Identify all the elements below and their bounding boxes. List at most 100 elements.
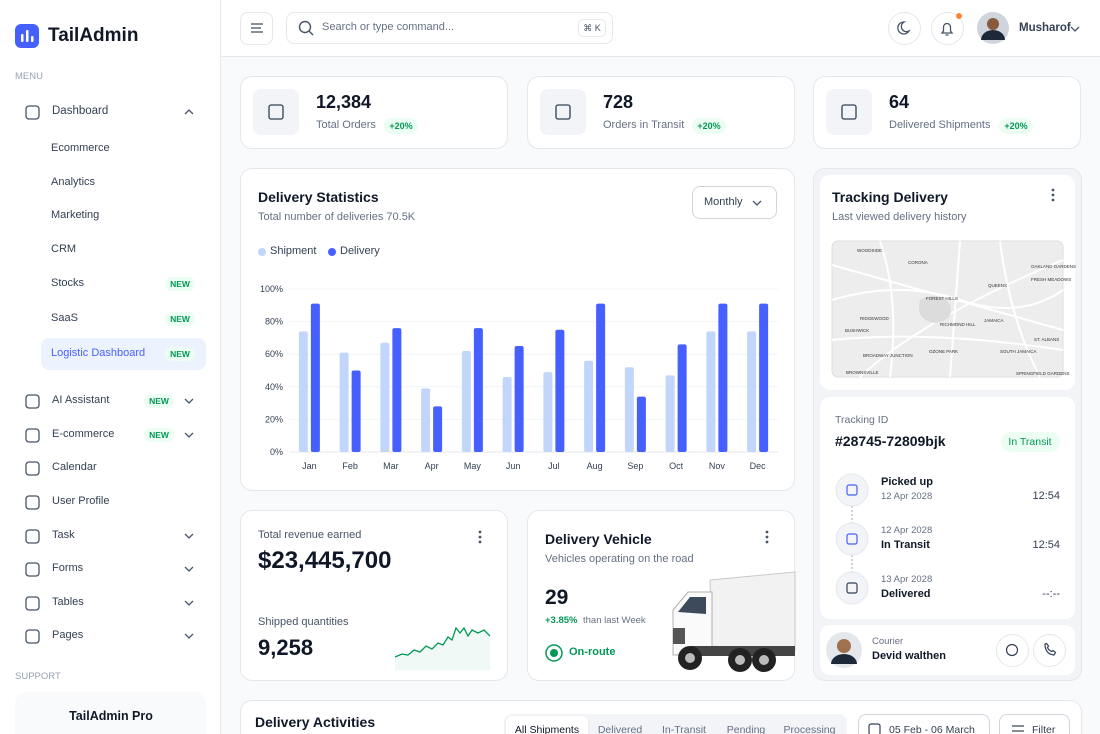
change-badge bbox=[999, 118, 1033, 134]
courier-name: Devid walthen bbox=[872, 650, 946, 663]
promo-title: TailAdmin Pro bbox=[69, 708, 153, 723]
badge-text: NEW bbox=[149, 429, 169, 440]
search-placeholder: Search or type command... bbox=[322, 21, 455, 34]
notification-button[interactable] bbox=[931, 12, 964, 45]
user-name[interactable]: Musharof bbox=[1019, 22, 1071, 35]
vehicle-status: On-route bbox=[569, 646, 616, 659]
stat-label: Orders in Transit bbox=[603, 119, 685, 132]
badge-text: NEW bbox=[170, 313, 190, 324]
sub-nav-item[interactable]: Ecommerce bbox=[51, 142, 110, 155]
stat-change: +20% bbox=[697, 120, 721, 131]
card-title: Delivery Statistics bbox=[258, 188, 379, 205]
search-box[interactable] bbox=[286, 12, 613, 44]
new-badge bbox=[144, 394, 174, 408]
active-tab[interactable] bbox=[506, 716, 588, 734]
new-badge bbox=[165, 277, 195, 291]
vehicle-count: 29 bbox=[545, 586, 569, 610]
stat-change: +20% bbox=[1004, 120, 1028, 131]
stat-label: Total Orders bbox=[316, 119, 376, 132]
stat-label: Delivered Shipments bbox=[889, 119, 991, 132]
change-badge bbox=[692, 118, 726, 134]
promo-box bbox=[15, 692, 206, 734]
revenue-label: Total revenue earned bbox=[258, 529, 362, 542]
brand: TailAdmin bbox=[48, 24, 139, 46]
stat-value: 12,384 bbox=[316, 92, 372, 113]
step-time: 12:54 bbox=[1032, 490, 1060, 503]
date-range-button[interactable] bbox=[858, 714, 990, 734]
tab[interactable]: Delivered bbox=[597, 723, 643, 734]
tracking-status: In Transit bbox=[1008, 435, 1052, 448]
step-date: 12 Apr 2028 bbox=[881, 491, 933, 503]
tab[interactable]: All Shipments bbox=[514, 723, 580, 734]
nav-item[interactable]: Calendar bbox=[52, 461, 97, 474]
step-name: Delivered bbox=[881, 588, 931, 601]
card-title: Delivery Activities bbox=[255, 713, 376, 730]
call-button[interactable] bbox=[1033, 634, 1066, 667]
stat-change: +20% bbox=[389, 120, 413, 131]
filter-label: Filter bbox=[1032, 723, 1056, 734]
step-time: 12:54 bbox=[1032, 539, 1060, 552]
quantity-value: 9,258 bbox=[258, 634, 314, 660]
vehicle-change: +3.85% bbox=[545, 615, 578, 627]
nav-item[interactable]: Forms bbox=[52, 562, 84, 575]
status-badge bbox=[1001, 432, 1060, 452]
menu-toggle[interactable] bbox=[240, 12, 273, 45]
menu-label: MENU bbox=[15, 71, 43, 83]
period-select[interactable] bbox=[692, 186, 777, 219]
card-title: Delivery Vehicle bbox=[545, 530, 652, 547]
tab[interactable]: Processing bbox=[783, 723, 836, 734]
stat-value: 64 bbox=[889, 92, 910, 113]
change-badge bbox=[384, 118, 418, 134]
tracking-id-label: Tracking ID bbox=[835, 413, 889, 426]
map-card bbox=[820, 175, 1075, 390]
nav-item[interactable]: Tables bbox=[52, 596, 84, 609]
new-badge bbox=[165, 347, 195, 361]
courier-label: Courier bbox=[872, 636, 904, 648]
sub-nav-item[interactable]: Stocks bbox=[51, 277, 85, 290]
message-button[interactable] bbox=[996, 634, 1029, 667]
new-badge bbox=[165, 312, 195, 326]
nav-item: Dashboard bbox=[52, 105, 109, 118]
logo-mark bbox=[15, 24, 39, 48]
filter-button[interactable] bbox=[999, 714, 1070, 734]
nav-dashboard[interactable] bbox=[20, 100, 206, 124]
step-date: 12 Apr 2028 bbox=[881, 525, 933, 537]
stat-icon-box bbox=[826, 89, 872, 135]
quantity-label: Shipped quantities bbox=[258, 616, 349, 629]
new-badge bbox=[144, 428, 174, 442]
sub-nav-item[interactable]: SaaS bbox=[51, 312, 78, 325]
card-subtitle: Total number of deliveries 70.5K bbox=[258, 211, 416, 224]
tab[interactable]: Pending bbox=[726, 723, 766, 734]
courier-card bbox=[820, 625, 1075, 675]
legend-label: Shipment bbox=[270, 245, 317, 258]
sub-nav-item[interactable]: Analytics bbox=[51, 176, 96, 189]
tab[interactable]: In-Transit bbox=[662, 723, 706, 734]
badge-text: NEW bbox=[170, 278, 190, 289]
legend-label: Delivery bbox=[340, 245, 380, 258]
step-name: In Transit bbox=[881, 539, 930, 552]
sub-nav-item[interactable]: Marketing bbox=[51, 209, 100, 222]
theme-toggle[interactable] bbox=[888, 12, 921, 45]
period: Monthly bbox=[704, 196, 743, 209]
sub-nav-item[interactable]: CRM bbox=[51, 243, 77, 256]
support-label: SUPPORT bbox=[15, 671, 61, 683]
nav-item[interactable]: AI Assistant bbox=[52, 394, 110, 407]
revenue-value: $23,445,700 bbox=[258, 546, 392, 574]
nav-item[interactable]: Task bbox=[52, 529, 75, 542]
step-name: Picked up bbox=[881, 476, 933, 489]
tracking-card bbox=[820, 397, 1075, 619]
nav-item[interactable]: E-commerce bbox=[52, 428, 115, 441]
badge-text: NEW bbox=[170, 348, 190, 359]
badge-text: NEW bbox=[149, 395, 169, 406]
tab-group bbox=[504, 714, 847, 734]
card-subtitle: Last viewed delivery history bbox=[832, 211, 967, 224]
card-subtitle: Vehicles operating on the road bbox=[545, 553, 694, 566]
change-note: than last Week bbox=[583, 615, 646, 627]
sub-nav-item[interactable]: Logistic Dashboard bbox=[51, 347, 146, 360]
stat-icon-box bbox=[540, 89, 586, 135]
nav-item[interactable]: User Profile bbox=[52, 495, 110, 508]
shortcut-key bbox=[578, 19, 606, 37]
nav-item[interactable]: Pages bbox=[52, 629, 84, 642]
date-range: 05 Feb - 06 March bbox=[889, 723, 975, 734]
